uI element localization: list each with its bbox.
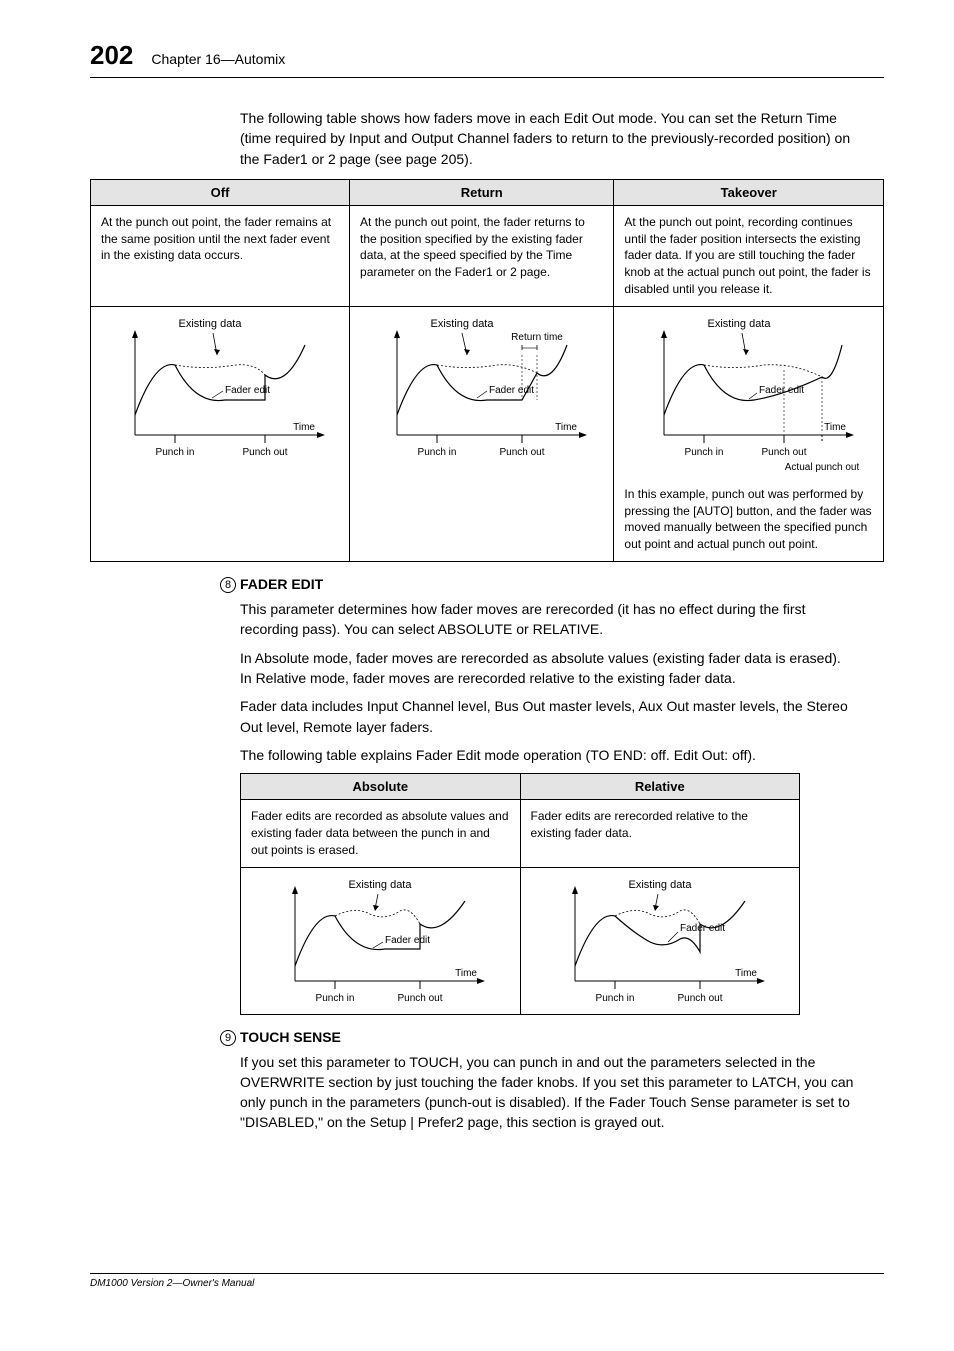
table-header: Relative — [520, 774, 800, 800]
chart-takeover: Existing data Fader edit — [614, 306, 884, 561]
fader-edit-heading: 8FADER EDIT — [220, 576, 884, 593]
body-text: The following table explains Fader Edit … — [240, 745, 854, 765]
svg-text:Existing data: Existing data — [628, 879, 692, 891]
svg-text:Punch out: Punch out — [242, 447, 287, 458]
table-cell: At the punch out point, the fader return… — [350, 205, 614, 306]
svg-text:Punch in: Punch in — [316, 993, 355, 1004]
svg-text:Punch out: Punch out — [677, 993, 722, 1004]
svg-text:Time: Time — [824, 422, 846, 433]
svg-text:Punch out: Punch out — [398, 993, 443, 1004]
svg-text:Return time: Return time — [511, 332, 563, 343]
chart-return: Existing data Return time — [350, 306, 614, 561]
editout-table: Off Return Takeover At the punch out poi… — [90, 179, 884, 562]
svg-text:Punch out: Punch out — [761, 447, 806, 458]
chart-relative: Existing data Fader edit Time Punch in — [520, 867, 800, 1014]
intro-paragraph: The following table shows how faders mov… — [240, 108, 854, 169]
svg-text:Existing data: Existing data — [707, 318, 771, 330]
table-cell: Fader edits are recorded as absolute val… — [241, 800, 521, 867]
heading-text: FADER EDIT — [240, 576, 323, 592]
page-number: 202 — [90, 40, 133, 71]
svg-text:Punch out: Punch out — [499, 447, 544, 458]
svg-text:Punch in: Punch in — [156, 447, 195, 458]
table-header: Absolute — [241, 774, 521, 800]
chapter-title: Chapter 16—Automix — [151, 51, 285, 67]
svg-text:Existing data: Existing data — [349, 879, 413, 891]
heading-text: TOUCH SENSE — [240, 1029, 341, 1045]
table-cell: Fader edits are rerecorded relative to t… — [520, 800, 800, 867]
table-cell: At the punch out point, recording contin… — [614, 205, 884, 306]
body-text: In Absolute mode, fader moves are rereco… — [240, 648, 854, 689]
chart-absolute: Existing data Fader edit Time Punch in — [241, 867, 521, 1014]
page-header: 202 Chapter 16—Automix — [90, 40, 884, 78]
chart-off: Existing data Fader edit Time Punch in — [91, 306, 350, 561]
faderedit-table: Absolute Relative Fader edits are record… — [240, 773, 800, 1014]
circled-number: 9 — [220, 1030, 236, 1046]
svg-text:Fader edit: Fader edit — [680, 923, 725, 934]
table-header: Return — [350, 179, 614, 205]
page-footer: DM1000 Version 2—Owner's Manual — [90, 1273, 884, 1289]
body-text: If you set this parameter to TOUCH, you … — [240, 1052, 854, 1133]
table-header: Takeover — [614, 179, 884, 205]
svg-text:Fader edit: Fader edit — [489, 385, 534, 396]
touch-sense-heading: 9TOUCH SENSE — [220, 1029, 884, 1046]
svg-text:Fader edit: Fader edit — [225, 385, 270, 396]
svg-text:Fader edit: Fader edit — [385, 935, 430, 946]
takeover-note: In this example, punch out was performed… — [624, 486, 873, 553]
body-text: This parameter determines how fader move… — [240, 599, 854, 640]
svg-text:Time: Time — [735, 968, 757, 979]
table-header: Off — [91, 179, 350, 205]
table-cell: At the punch out point, the fader remain… — [91, 205, 350, 306]
svg-text:Fader edit: Fader edit — [759, 385, 804, 396]
svg-text:Punch in: Punch in — [595, 993, 634, 1004]
circled-number: 8 — [220, 577, 236, 593]
body-text: Fader data includes Input Channel level,… — [240, 696, 854, 737]
svg-text:Time: Time — [455, 968, 477, 979]
svg-text:Punch in: Punch in — [417, 447, 456, 458]
label-existing: Existing data — [179, 318, 243, 330]
svg-text:Time: Time — [293, 422, 315, 433]
svg-text:Existing data: Existing data — [430, 318, 494, 330]
svg-text:Time: Time — [555, 422, 577, 433]
svg-text:Punch in: Punch in — [684, 447, 723, 458]
svg-text:Actual punch out: Actual punch out — [784, 462, 859, 473]
